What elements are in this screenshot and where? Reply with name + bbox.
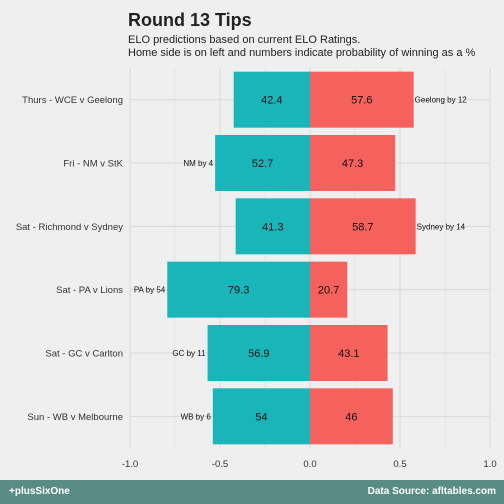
footer-bar: +plusSixOne Data Source: afltables.com [0, 480, 504, 504]
home-bar [235, 198, 310, 255]
x-tick-label: 0.5 [393, 459, 406, 470]
category-label: Thurs - WCE v Geelong [22, 95, 123, 106]
home-bar [167, 261, 310, 318]
away-bar [310, 198, 416, 255]
chart-subtitle-line-2: Home side is on left and numbers indicat… [128, 47, 476, 59]
category-label: Sat - GC v Carlton [45, 349, 123, 360]
away-value-label: 46 [345, 411, 357, 423]
home-bar [212, 388, 310, 445]
away-bar [310, 261, 348, 318]
away-value-label: 20.7 [318, 285, 339, 297]
category-label: Sun - WB v Melbourne [27, 412, 123, 423]
tip-label: PA by 54 [134, 286, 166, 295]
chart-title: Round 13 Tips [128, 10, 252, 30]
x-tick-label: -1.0 [122, 459, 138, 470]
away-value-label: 47.3 [342, 158, 363, 170]
footer-data-source: Data Source: afltables.com [367, 486, 496, 497]
x-tick-label: 1.0 [483, 459, 496, 470]
category-label: Sat - Richmond v Sydney [16, 222, 123, 233]
home-value-label: 42.4 [261, 95, 282, 107]
away-bar [310, 325, 388, 381]
home-value-label: 41.3 [262, 221, 283, 233]
away-value-label: 57.6 [351, 95, 372, 107]
away-value-label: 43.1 [338, 348, 359, 360]
chart-subtitle-line-1: ELO predictions based on current ELO Rat… [128, 34, 361, 46]
tip-label: Sydney by 14 [417, 222, 466, 231]
home-value-label: 56.9 [248, 348, 269, 360]
x-tick-label: 0.0 [303, 459, 316, 470]
home-value-label: 79.3 [228, 285, 249, 297]
tip-label: WB by 6 [181, 412, 212, 421]
tip-label: Geelong by 12 [415, 96, 468, 105]
footer-brand: +plusSixOne [9, 486, 70, 497]
x-tick-label: -0.5 [212, 459, 228, 470]
category-label: Sat - PA v Lions [56, 285, 123, 296]
tip-label: GC by 11 [172, 349, 206, 358]
home-bar [207, 325, 310, 381]
home-value-label: 54 [255, 411, 267, 423]
home-value-label: 52.7 [252, 158, 273, 170]
tip-label: NM by 4 [183, 159, 213, 168]
home-bar [215, 135, 310, 191]
home-bar [233, 71, 310, 128]
away-bar [310, 71, 414, 128]
diverging-bar-chart: 42.4 57.6 Geelong by 12 Thurs - WCE v Geelo… [16, 68, 497, 470]
category-label: Fri - NM v StK [63, 159, 123, 170]
away-value-label: 58.7 [352, 221, 373, 233]
away-bar [310, 135, 396, 191]
away-bar [310, 388, 393, 445]
